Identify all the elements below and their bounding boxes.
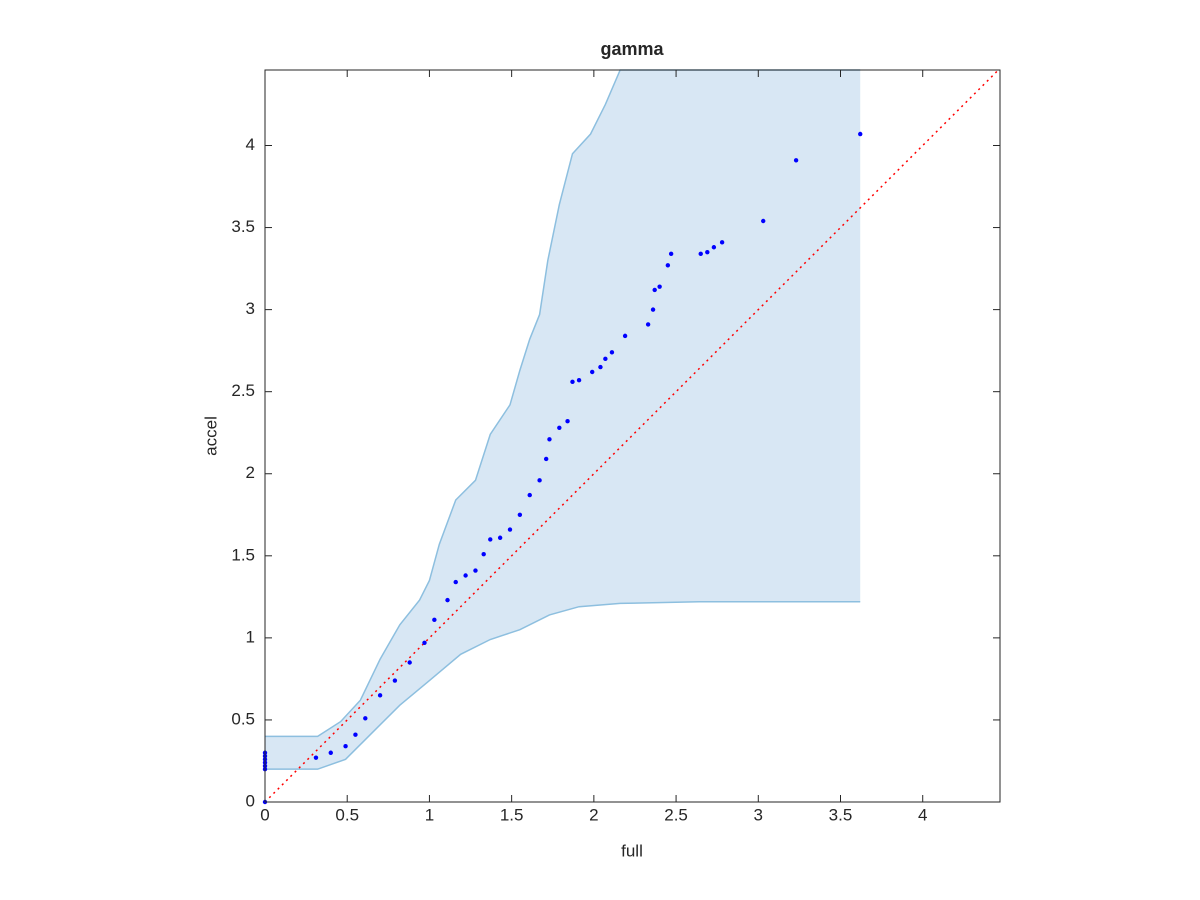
point bbox=[590, 369, 595, 375]
x-tick-label: 1.5 bbox=[500, 805, 524, 824]
point bbox=[622, 333, 628, 339]
point bbox=[392, 678, 398, 683]
point bbox=[698, 251, 703, 257]
x-tick-label: 1 bbox=[425, 805, 434, 824]
point bbox=[645, 322, 651, 327]
point bbox=[598, 364, 603, 370]
y-tick-label: 1 bbox=[246, 627, 255, 646]
y-tick-label: 2.5 bbox=[231, 381, 255, 400]
point bbox=[557, 425, 562, 430]
point bbox=[328, 750, 333, 755]
y-tick-label: 3 bbox=[246, 299, 255, 318]
point bbox=[363, 716, 368, 721]
point bbox=[705, 249, 710, 255]
point bbox=[543, 456, 549, 462]
point bbox=[422, 640, 427, 645]
point bbox=[570, 379, 575, 385]
y-tick-label: 0.5 bbox=[231, 709, 255, 728]
band-edge bbox=[265, 601, 861, 770]
point bbox=[665, 263, 671, 268]
reference-line bbox=[265, 70, 1000, 802]
point bbox=[719, 240, 725, 245]
point bbox=[537, 478, 542, 483]
x-axis-label: full bbox=[621, 841, 643, 860]
plot-frame bbox=[264, 69, 1001, 803]
point bbox=[517, 512, 523, 517]
point bbox=[527, 492, 532, 498]
x-tick-label: 2 bbox=[589, 805, 598, 824]
point bbox=[650, 307, 656, 312]
point bbox=[652, 287, 657, 293]
point bbox=[407, 660, 412, 665]
band-edge bbox=[265, 69, 861, 738]
point bbox=[668, 251, 674, 257]
point bbox=[343, 743, 348, 749]
point bbox=[432, 617, 437, 623]
point bbox=[488, 537, 493, 542]
x-tick-label: 3.5 bbox=[829, 805, 853, 824]
point bbox=[858, 131, 863, 137]
point bbox=[463, 573, 468, 578]
x-tick-label: 0.5 bbox=[335, 805, 359, 824]
point bbox=[609, 350, 615, 355]
point bbox=[657, 284, 662, 289]
y-tick-label: 0 bbox=[246, 791, 255, 810]
point bbox=[473, 568, 478, 573]
chart-title: gamma bbox=[600, 39, 664, 59]
x-tick-label: 0 bbox=[260, 805, 269, 824]
y-tick-label: 2 bbox=[246, 463, 255, 482]
point bbox=[313, 755, 319, 760]
point bbox=[497, 535, 503, 540]
y-tick-label: 4 bbox=[246, 135, 255, 154]
band-fill bbox=[265, 70, 861, 770]
point bbox=[711, 245, 717, 250]
y-tick-label: 3.5 bbox=[231, 217, 255, 236]
point bbox=[603, 356, 608, 362]
y-tick-label: 1.5 bbox=[231, 545, 255, 564]
point bbox=[793, 158, 799, 163]
x-tick-label: 4 bbox=[918, 805, 927, 824]
point bbox=[576, 377, 582, 383]
point bbox=[353, 732, 358, 737]
point bbox=[453, 579, 458, 585]
point bbox=[481, 551, 486, 557]
point bbox=[547, 437, 552, 442]
y-axis-label: accel bbox=[201, 416, 220, 456]
point bbox=[507, 527, 513, 532]
point bbox=[565, 419, 570, 424]
point bbox=[761, 218, 766, 224]
point bbox=[377, 693, 383, 698]
x-tick-label: 2.5 bbox=[664, 805, 688, 824]
point bbox=[445, 597, 450, 603]
x-tick-label: 3 bbox=[754, 805, 763, 824]
